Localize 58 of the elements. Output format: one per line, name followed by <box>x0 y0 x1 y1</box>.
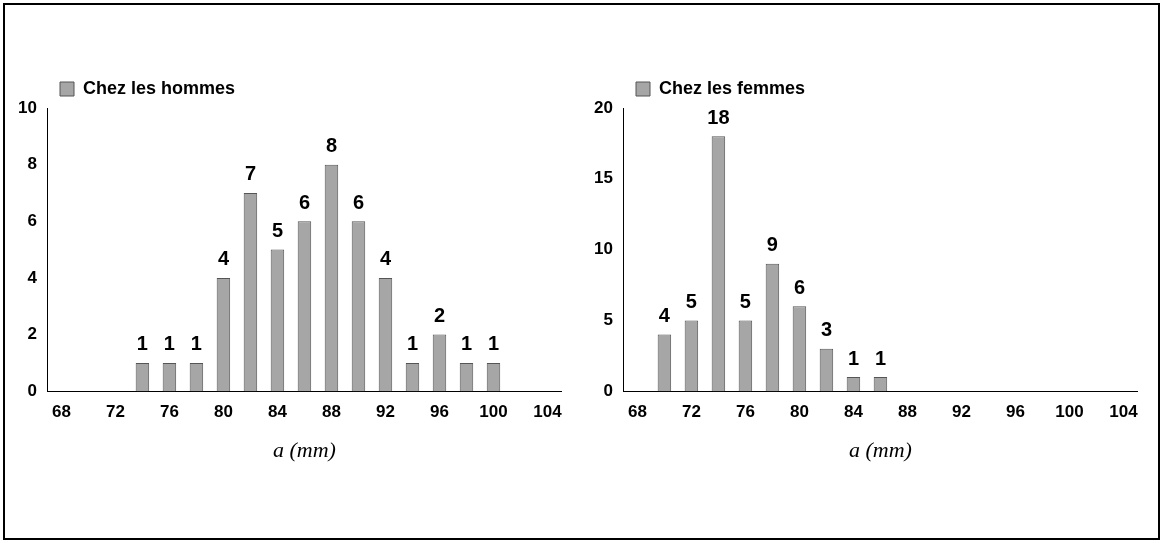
data-label: 5 <box>271 219 284 242</box>
x-tick-label: 104 <box>1109 402 1139 422</box>
data-label: 1 <box>847 346 860 369</box>
legend-label: Chez les hommes <box>83 77 236 98</box>
data-label: 1 <box>487 332 500 355</box>
x-tick-label: 68 <box>627 402 647 422</box>
data-label: 6 <box>298 190 311 213</box>
y-tick-label: 0 <box>603 380 613 400</box>
x-axis-title: a (mm) <box>848 436 912 462</box>
data-label: 18 <box>707 105 730 128</box>
x-tick-label: 100 <box>1055 402 1084 422</box>
data-label: 7 <box>244 162 257 185</box>
x-tick-label: 84 <box>843 402 864 422</box>
data-label: 1 <box>136 332 148 355</box>
x-tick-label: 96 <box>430 402 449 422</box>
data-label: 1 <box>406 332 419 355</box>
data-label: 2 <box>433 304 446 327</box>
x-tick-label: 96 <box>1006 402 1025 422</box>
y-tick-label: 6 <box>27 210 37 230</box>
y-tick-label: 8 <box>27 154 37 174</box>
data-label: 9 <box>766 233 778 256</box>
x-axis-title: a (mm) <box>272 436 336 462</box>
data-label: 5 <box>739 289 751 312</box>
data-label: 3 <box>820 318 833 341</box>
x-tick-label: 72 <box>681 402 701 422</box>
y-tick-label: 4 <box>27 267 38 287</box>
x-tick-label: 92 <box>376 402 395 422</box>
x-tick-label: 104 <box>533 402 563 422</box>
x-tick-label: 76 <box>159 402 179 422</box>
x-tick-label: 68 <box>51 402 71 422</box>
x-tick-label: 100 <box>479 402 508 422</box>
legend-label: Chez les femmes <box>659 77 806 98</box>
data-label: 6 <box>793 275 805 298</box>
data-label: 8 <box>325 134 338 157</box>
x-tick-label: 76 <box>735 402 755 422</box>
data-label: 1 <box>874 346 887 369</box>
x-tick-label: 88 <box>898 402 917 422</box>
x-tick-label: 80 <box>213 402 233 422</box>
y-tick-label: 10 <box>593 239 613 259</box>
y-tick-label: 0 <box>27 380 37 400</box>
data-label: 5 <box>685 289 697 312</box>
y-tick-label: 20 <box>593 97 613 117</box>
y-tick-label: 5 <box>603 310 613 330</box>
x-tick-label: 84 <box>267 402 288 422</box>
data-label: 1 <box>190 332 202 355</box>
x-tick-label: 92 <box>952 402 971 422</box>
data-label: 4 <box>379 247 392 270</box>
y-tick-label: 15 <box>593 168 613 188</box>
data-label: 4 <box>658 304 671 327</box>
x-tick-label: 80 <box>789 402 809 422</box>
y-tick-label: 10 <box>17 97 37 117</box>
y-tick-label: 2 <box>27 324 37 344</box>
x-tick-label: 72 <box>105 402 125 422</box>
x-tick-label: 88 <box>322 402 341 422</box>
data-label: 1 <box>460 332 473 355</box>
data-label: 6 <box>352 190 365 213</box>
data-label: 4 <box>217 247 230 270</box>
data-label: 1 <box>163 332 175 355</box>
